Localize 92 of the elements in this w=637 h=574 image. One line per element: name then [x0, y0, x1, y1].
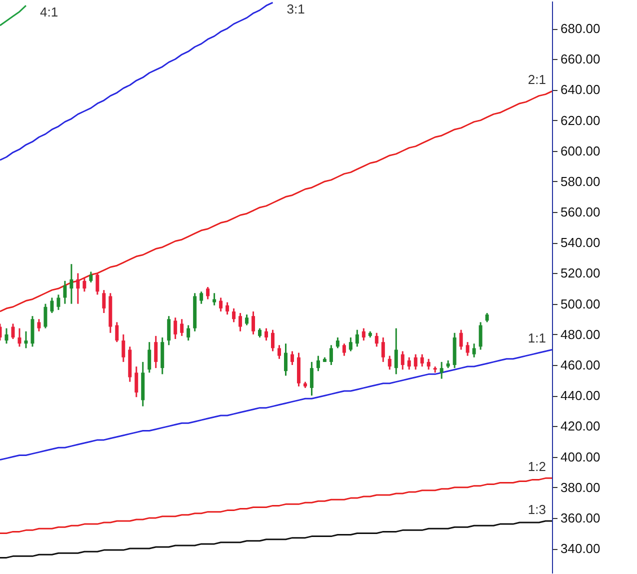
candlestick [174, 316, 178, 340]
candlestick [56, 294, 60, 311]
candlestick [226, 302, 230, 316]
candlestick [388, 355, 392, 370]
line-series [0, 477, 552, 534]
line-series [0, 4, 27, 26]
candlestick [252, 310, 256, 336]
candlestick [50, 296, 54, 314]
candlestick [122, 334, 126, 363]
candlestick [206, 286, 210, 300]
candlestick [4, 328, 8, 344]
y-tick-label: 640.00 [560, 82, 600, 98]
candlestick [284, 342, 288, 376]
candlestick [102, 289, 106, 314]
candlestick [407, 356, 411, 370]
candlestick [472, 342, 476, 358]
candlestick [271, 329, 275, 352]
candlestick [420, 354, 424, 368]
candlestick [381, 336, 385, 363]
y-tick-label: 500.00 [560, 296, 600, 312]
candlestick [414, 354, 418, 370]
y-tick-label: 400.00 [560, 449, 600, 464]
candlestick [238, 312, 242, 332]
candlestick [394, 328, 398, 375]
candlestick [485, 312, 489, 323]
candlestick [374, 332, 378, 348]
line-series [0, 348, 552, 461]
y-tick-label: 580.00 [560, 174, 600, 189]
candlestick [440, 361, 444, 380]
candlestick [348, 336, 352, 352]
series-label: 1:3 [528, 502, 546, 517]
candlestick [89, 270, 93, 284]
candlestick [245, 314, 249, 326]
candlestick [264, 328, 268, 342]
y-tick-label: 560.00 [560, 204, 600, 220]
candlestick [70, 263, 74, 305]
candlestick [459, 329, 463, 350]
line-series [0, 90, 552, 312]
candlestick [167, 315, 171, 346]
candlestick [115, 321, 119, 343]
candlestick [362, 328, 366, 342]
y-tick-label: 520.00 [560, 266, 600, 281]
candlestick [63, 280, 67, 305]
candlestick [219, 296, 223, 312]
series-label: 2:1 [528, 72, 546, 88]
candlestick [180, 318, 184, 337]
candlestick [76, 272, 80, 305]
series-label: 3:1 [286, 2, 305, 17]
candlestick [148, 341, 152, 374]
candlestick [212, 292, 216, 306]
y-tick-label: 680.00 [560, 21, 600, 36]
candlestick [11, 322, 15, 340]
candlestick [310, 361, 314, 396]
candlestick [466, 341, 470, 357]
y-tick-label: 380.00 [560, 480, 600, 495]
candlestick [277, 344, 281, 360]
series-label: 1:2 [528, 459, 546, 474]
candlestick [342, 342, 346, 357]
candlestick [232, 308, 236, 323]
series-label: 4:1 [40, 4, 58, 20]
candlestick [24, 330, 28, 349]
line-series [0, 2, 274, 161]
candlestick [329, 344, 333, 366]
candlestick [18, 328, 22, 348]
candlestick [44, 303, 48, 330]
candlestick [186, 324, 190, 342]
candlestick [200, 290, 204, 305]
y-tick-label: 460.00 [560, 358, 600, 372]
candlestick [316, 355, 320, 372]
candlestick [290, 350, 294, 366]
y-tick-label: 600.00 [560, 143, 600, 158]
candlestick [355, 329, 359, 348]
y-tick-label: 340.00 [560, 541, 600, 556]
y-tick-label: 420.00 [560, 418, 600, 434]
y-tick-label: 540.00 [560, 235, 600, 250]
candlestick [400, 350, 404, 370]
candlestick [82, 277, 86, 292]
candlestick [258, 328, 262, 338]
candlestick [134, 366, 138, 398]
y-tick-label: 360.00 [560, 510, 600, 526]
candlestick [426, 358, 430, 370]
candlestick [37, 318, 41, 332]
candlestick [478, 321, 482, 350]
series-label: 1:1 [528, 330, 546, 346]
candlestick [154, 335, 158, 369]
y-tick-label: 660.00 [560, 52, 600, 67]
y-tick-label: 480.00 [560, 326, 600, 342]
line-series [0, 520, 552, 558]
y-tick-label: 620.00 [560, 112, 600, 128]
y-tick-label: 440.00 [560, 388, 600, 404]
candlestick [336, 336, 340, 349]
candlestick [96, 272, 100, 296]
